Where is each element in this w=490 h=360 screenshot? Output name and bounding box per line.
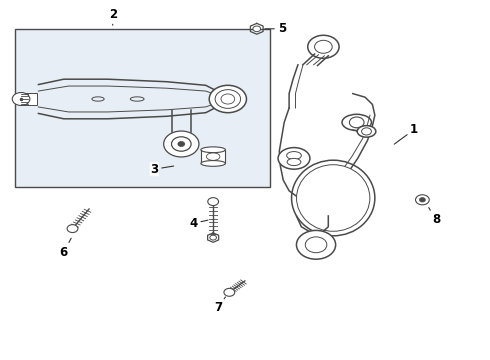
Circle shape [210, 235, 217, 240]
Text: 8: 8 [429, 208, 440, 226]
Circle shape [67, 225, 78, 233]
Circle shape [253, 26, 261, 32]
Circle shape [296, 230, 336, 259]
Circle shape [349, 117, 364, 128]
Circle shape [208, 198, 219, 206]
Circle shape [221, 94, 235, 104]
Ellipse shape [296, 165, 370, 231]
Text: 4: 4 [190, 217, 208, 230]
Circle shape [305, 237, 327, 253]
Circle shape [12, 93, 30, 105]
Ellipse shape [287, 152, 301, 159]
Ellipse shape [130, 97, 144, 101]
Text: 3: 3 [150, 163, 173, 176]
Circle shape [362, 128, 371, 135]
Text: 5: 5 [265, 22, 286, 35]
Ellipse shape [292, 160, 375, 236]
Ellipse shape [357, 126, 376, 137]
Ellipse shape [287, 158, 301, 166]
Ellipse shape [278, 148, 310, 169]
Text: 2: 2 [109, 8, 117, 25]
Text: 7: 7 [214, 297, 225, 314]
Circle shape [215, 90, 241, 108]
Ellipse shape [342, 114, 371, 130]
Circle shape [178, 141, 185, 147]
Text: 6: 6 [60, 238, 71, 258]
Bar [201, 150, 225, 163]
Circle shape [419, 198, 425, 202]
Circle shape [209, 85, 246, 113]
Bar [21, 93, 37, 105]
Bar [15, 29, 270, 187]
Circle shape [164, 131, 199, 157]
Circle shape [172, 137, 191, 151]
Circle shape [308, 35, 339, 58]
Circle shape [315, 40, 332, 53]
Ellipse shape [201, 147, 225, 153]
Text: 1: 1 [394, 123, 418, 144]
Ellipse shape [92, 97, 104, 101]
Circle shape [224, 288, 235, 296]
Ellipse shape [201, 161, 225, 166]
Circle shape [416, 195, 429, 205]
